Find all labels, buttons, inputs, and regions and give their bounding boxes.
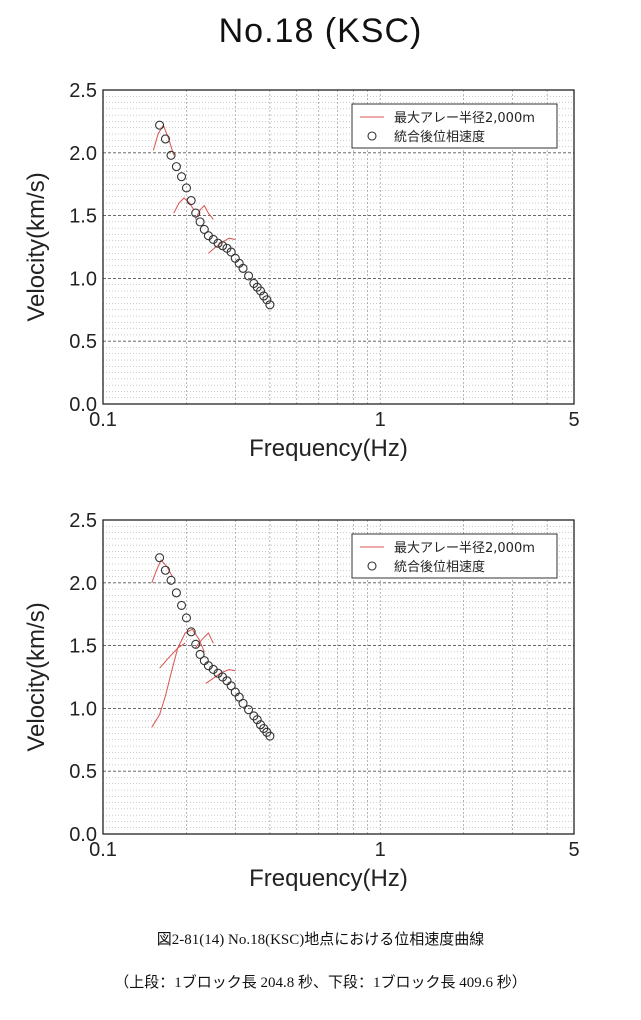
data-point (155, 553, 165, 563)
x-tick-label: 1 (375, 409, 386, 431)
data-point (186, 195, 196, 206)
data-point (244, 705, 254, 715)
data-point (191, 208, 201, 218)
legend: 最大アレー半径2,000m 統合後位相速度 (351, 533, 558, 579)
data-point (155, 120, 165, 130)
data-point (265, 731, 275, 741)
y-tick-label: 0.5 (69, 331, 97, 353)
data-point (176, 600, 187, 610)
y-tick-label: 1.0 (69, 268, 97, 290)
chart-lower: 0.0 0.5 1.0 1.5 2.0 2.5 0.1 1 5 Frequency(Hz) Velo… (0, 502, 641, 932)
grid (102, 519, 575, 835)
x-tick-label: 1 (375, 839, 386, 861)
series-phase-velocity (155, 120, 275, 310)
legend-label: 統合後位相速度 (394, 559, 485, 575)
plot-frame (102, 89, 575, 405)
data-point (195, 217, 205, 227)
x-tick-label: 5 (568, 839, 579, 861)
y-tick-label: 0.0 (69, 394, 97, 416)
data-point (176, 172, 187, 182)
y-tick-label: 2.5 (69, 80, 97, 102)
data-point (218, 241, 228, 251)
chart-svg: 0.0 0.5 1.0 1.5 2.0 2.5 0.1 1 5 Frequency(Hz) Velo… (23, 80, 580, 462)
data-point (255, 286, 266, 296)
data-point (262, 295, 272, 305)
figure-caption: 図2-81(14) No.18(KSC)地点における位相速度曲線 (156, 932, 485, 948)
data-point (199, 224, 209, 234)
data-point (166, 575, 176, 585)
figure-caption-note: （上段：1ブロック長 204.8 秒、下段：1ブロック長 409.6 秒） (114, 975, 527, 991)
y-tick-label: 0.0 (69, 824, 97, 846)
grid (102, 89, 575, 405)
legend-marker-swatch (367, 561, 377, 571)
data-point (160, 134, 171, 144)
data-point (160, 565, 171, 575)
y-tick-label: 2.5 (69, 510, 97, 532)
data-point (181, 183, 192, 193)
data-point (213, 238, 223, 248)
data-point (195, 649, 205, 659)
y-tick-label: 0.5 (69, 761, 97, 783)
series-array-lines (152, 124, 236, 254)
data-point (252, 715, 262, 725)
series-line (151, 628, 205, 728)
legend-box (351, 533, 558, 579)
y-axis-label: Velocity(km/s) (23, 602, 50, 751)
y-tick-label: 2.0 (69, 143, 97, 165)
data-point (238, 698, 248, 708)
chart-upper: 0.0 0.5 1.0 1.5 2.0 2.5 0.1 1 5 Frequency(Hz) Velo… (0, 72, 641, 502)
y-tick-label: 2.0 (69, 573, 97, 595)
x-tick-label: 0.1 (89, 409, 117, 431)
data-point (238, 263, 248, 273)
series-line (194, 204, 214, 220)
data-point (186, 627, 196, 637)
series-line (208, 237, 236, 254)
data-point (171, 162, 181, 172)
y-axis-label: Velocity(km/s) (23, 172, 50, 321)
data-point (191, 639, 201, 649)
series-phase-velocity (155, 553, 275, 741)
legend-box (351, 103, 558, 149)
legend: 最大アレー半径2,000m 統合後位相速度 (351, 103, 558, 149)
legend-label: 最大アレー半径2,000m (394, 541, 535, 556)
data-point (166, 150, 176, 160)
data-point (226, 681, 236, 691)
series-line (173, 197, 194, 214)
chart-svg: 0.0 0.5 1.0 1.5 2.0 2.5 0.1 1 5 Frequency(Hz) Velo… (23, 510, 580, 892)
plot-frame (102, 519, 575, 835)
data-point (244, 271, 254, 281)
y-tick-label: 1.5 (69, 206, 97, 228)
data-point (181, 613, 192, 623)
legend-label: 統合後位相速度 (394, 129, 485, 145)
series-line (159, 642, 186, 669)
x-axis-label: Frequency(Hz) (249, 865, 408, 892)
legend-marker-swatch (367, 131, 377, 141)
y-tick-label: 1.5 (69, 636, 97, 658)
page-title: No.18 (KSC) (218, 12, 423, 50)
data-point (265, 300, 275, 310)
x-tick-label: 0.1 (89, 839, 117, 861)
y-tick-label: 1.0 (69, 698, 97, 720)
x-axis-label: Frequency(Hz) (249, 435, 408, 462)
series-line (151, 559, 173, 583)
series-line (194, 632, 214, 649)
data-point (226, 247, 236, 257)
legend-label: 最大アレー半径2,000m (394, 111, 535, 126)
data-point (171, 588, 181, 598)
data-point (199, 656, 209, 666)
x-tick-label: 5 (568, 409, 579, 431)
